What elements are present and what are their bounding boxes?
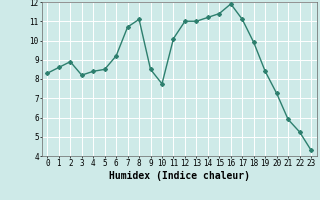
X-axis label: Humidex (Indice chaleur): Humidex (Indice chaleur): [109, 171, 250, 181]
